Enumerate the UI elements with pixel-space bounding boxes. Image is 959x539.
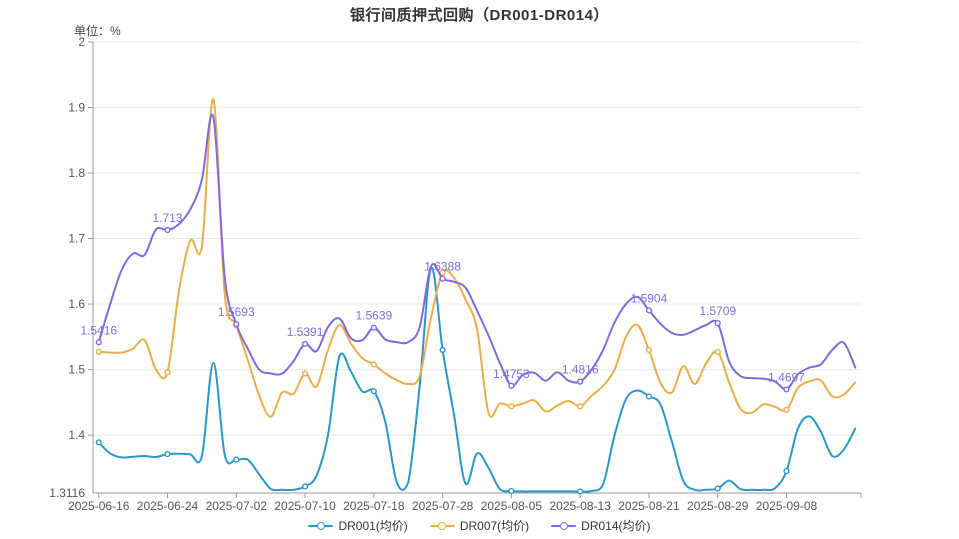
gridlines [88,41,861,436]
svg-text:2025-06-16: 2025-06-16 [68,499,130,513]
series-dr001-marker[interactable] [783,468,790,475]
svg-text:2025-07-28: 2025-07-28 [412,499,474,513]
svg-text:1.5416: 1.5416 [80,323,117,337]
axes [92,42,862,498]
chart-title: 银行间质押式回购（DR001-DR014） [350,7,609,24]
series-dr014 [95,113,857,393]
series-dr014-marker[interactable] [714,320,721,327]
svg-text:2025-08-29: 2025-08-29 [687,499,749,513]
svg-text:1.6388: 1.6388 [424,260,461,274]
legend-item-dr014[interactable]: DR014(均价) [551,517,651,534]
series-dr007-marker[interactable] [301,370,309,377]
unit-label: 单位：% [74,24,121,38]
series-dr007-marker[interactable] [577,403,584,410]
svg-text:2025-09-08: 2025-09-08 [756,499,818,513]
series-dr014-marker[interactable] [370,324,377,331]
svg-text:1.4697: 1.4697 [768,370,805,384]
series-dr014-marker[interactable] [233,321,240,328]
series-dr001-marker[interactable] [164,450,171,458]
series-dr007-marker[interactable] [714,348,721,355]
svg-text:1.5709: 1.5709 [699,304,736,318]
legend-label-dr014: DR014(均价) [581,519,651,533]
x-axis-labels: 2025-06-16 2025-06-24 2025-07-02 2025-07-10… [68,499,817,513]
series-dr014-marker[interactable] [645,307,653,314]
series-dr014-marker[interactable] [439,275,446,282]
series-dr001-marker[interactable] [645,393,653,400]
svg-text:1.7: 1.7 [68,232,85,246]
svg-text:1.4: 1.4 [68,428,85,442]
svg-text:1.5904: 1.5904 [631,291,668,305]
series-dr001-marker[interactable] [301,483,309,490]
series-dr001-marker[interactable] [95,439,102,446]
series-dr014-marker[interactable] [301,340,309,348]
svg-text:2025-06-24: 2025-06-24 [137,499,199,513]
series-dr001-marker[interactable] [370,388,377,395]
svg-text:1.5639: 1.5639 [355,309,392,323]
series-dr001-marker[interactable] [508,488,515,495]
series-dr014-marker[interactable] [164,226,171,234]
series-dr007-marker[interactable] [370,361,377,368]
svg-text:2025-08-05: 2025-08-05 [481,499,543,513]
legend-item-dr001[interactable]: DR001(均价) [308,517,408,534]
series-dr007-line[interactable] [97,98,857,418]
series-dr014-line[interactable] [97,113,857,391]
svg-text:1.4816: 1.4816 [562,363,599,377]
svg-text:1.3116: 1.3116 [49,486,85,500]
series-dr001-line[interactable] [97,266,857,493]
svg-text:2025-07-02: 2025-07-02 [206,499,268,513]
svg-text:1.6: 1.6 [68,297,85,311]
svg-text:2025-07-18: 2025-07-18 [343,499,405,513]
svg-text:2025-07-10: 2025-07-10 [274,499,336,513]
svg-text:1.713: 1.713 [152,211,182,225]
series-dr014-marker[interactable] [783,386,790,393]
svg-text:2025-08-21: 2025-08-21 [618,499,680,513]
svg-text:2025-08-13: 2025-08-13 [549,499,611,513]
svg-text:1.5: 1.5 [68,363,85,377]
legend-label-dr001: DR001(均价) [338,519,408,533]
series-dr007-marker[interactable] [783,406,790,413]
series-dr001-marker[interactable] [714,485,721,492]
series-dr007-marker[interactable] [645,346,653,354]
svg-text:2: 2 [78,35,85,49]
legend-label-dr007: DR007(均价) [459,519,530,533]
dr007-legend-marker [429,520,455,531]
legend: DR001(均价) DR007(均价) DR014(均价) [0,517,959,534]
series-dr007-marker[interactable] [508,403,515,410]
svg-text:1.4753: 1.4753 [493,367,530,381]
series-dr001-marker[interactable] [233,456,240,463]
series-dr014-value-labels: 1.5416 1.713 1.5693 1.5391 1.5639 1.6388 1.475… [80,211,805,384]
series-dr007-marker[interactable] [439,269,446,276]
y-axis-labels: 2 1.9 1.8 1.7 1.6 1.5 1.4 1.3116 [49,35,85,500]
svg-text:1.8: 1.8 [68,166,85,180]
dr001-legend-marker [308,520,334,531]
series-dr007-marker[interactable] [95,348,102,355]
dr014-legend-marker [551,520,577,531]
svg-text:1.5391: 1.5391 [287,325,324,339]
series-dr014-marker[interactable] [577,378,584,385]
svg-text:1.5693: 1.5693 [218,305,255,319]
series-dr001 [95,266,857,495]
series-dr001-marker[interactable] [439,346,446,354]
series-dr001-marker[interactable] [577,488,584,495]
series-dr014-marker[interactable] [95,339,102,346]
legend-item-dr007[interactable]: DR007(均价) [429,517,530,534]
svg-text:1.9: 1.9 [68,101,85,115]
series-dr007-marker[interactable] [164,369,171,376]
series-dr014-marker[interactable] [508,382,515,389]
